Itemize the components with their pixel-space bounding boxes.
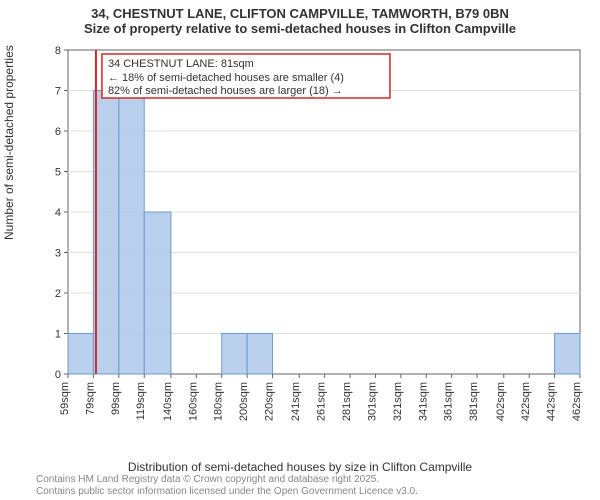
- histogram-bar: [119, 91, 144, 375]
- x-tick-label: 99sqm: [110, 382, 122, 415]
- x-tick-label: 341sqm: [417, 382, 429, 421]
- histogram-bar: [68, 334, 93, 375]
- y-tick-label: 4: [55, 207, 61, 219]
- y-tick-label: 7: [55, 86, 61, 98]
- chart-svg: 0 1 2 3 4 5 6 7 8 59sqm 79sqm 99sqm 119sqm 140sqm 160s…: [34, 44, 586, 430]
- y-tick-label: 0: [55, 369, 61, 381]
- title-block: 34, CHESTNUT LANE, CLIFTON CAMPVILLE, TA…: [0, 0, 600, 36]
- y-tick-label: 1: [55, 329, 61, 341]
- y-axis-label: Number of semi-detached properties: [2, 45, 16, 240]
- histogram-bar: [247, 334, 272, 375]
- x-tick-label: 200sqm: [238, 382, 250, 421]
- annotation-line-3: 82% of semi-detached houses are larger (…: [108, 85, 343, 97]
- x-axis-label: Distribution of semi-detached houses by …: [0, 460, 600, 474]
- y-tick-label: 3: [55, 248, 61, 260]
- x-tick-label: 442sqm: [546, 382, 558, 421]
- x-tick-label: 160sqm: [187, 382, 199, 421]
- y-tick-label: 6: [55, 126, 61, 138]
- x-tick-label: 462sqm: [571, 382, 583, 421]
- attribution-line-2: Contains public sector information licen…: [36, 486, 418, 498]
- attribution-block: Contains HM Land Registry data © Crown c…: [36, 474, 418, 498]
- histogram-bar: [555, 334, 580, 375]
- x-tick-label: 220sqm: [264, 382, 276, 421]
- x-tick-label: 321sqm: [392, 382, 404, 421]
- y-tick-label: 5: [55, 167, 61, 179]
- x-tick-label: 301sqm: [366, 382, 378, 421]
- attribution-line-1: Contains HM Land Registry data © Crown c…: [36, 474, 418, 486]
- histogram-bar: [144, 212, 171, 374]
- y-tick-label: 2: [55, 288, 61, 300]
- histogram-bar: [93, 91, 118, 375]
- annotation-line-1: 34 CHESTNUT LANE: 81sqm: [108, 58, 254, 70]
- annotation-line-2: ← 18% of semi-detached houses are smalle…: [108, 72, 344, 84]
- x-tick-label: 241sqm: [290, 382, 302, 421]
- x-tick-label: 261sqm: [316, 382, 328, 421]
- y-tick-label: 8: [55, 45, 61, 57]
- x-tick-label: 281sqm: [341, 382, 353, 421]
- title-line-1: 34, CHESTNUT LANE, CLIFTON CAMPVILLE, TA…: [0, 6, 600, 21]
- x-tick-label: 79sqm: [84, 382, 96, 415]
- x-tick-label: 402sqm: [495, 382, 507, 421]
- x-tick-label: 381sqm: [468, 382, 480, 421]
- x-tick-label: 361sqm: [443, 382, 455, 421]
- x-tick-label: 59sqm: [59, 382, 71, 415]
- histogram-bar: [222, 334, 247, 375]
- title-line-2: Size of property relative to semi-detach…: [0, 21, 600, 36]
- chart-container: 34, CHESTNUT LANE, CLIFTON CAMPVILLE, TA…: [0, 0, 600, 500]
- x-tick-label: 180sqm: [213, 382, 225, 421]
- x-tick-label: 140sqm: [162, 382, 174, 421]
- x-tick-label: 119sqm: [135, 382, 147, 420]
- chart-plot-area: 0 1 2 3 4 5 6 7 8 59sqm 79sqm 99sqm 119sqm 140sqm 160s…: [34, 44, 586, 430]
- x-tick-label: 422sqm: [520, 382, 532, 421]
